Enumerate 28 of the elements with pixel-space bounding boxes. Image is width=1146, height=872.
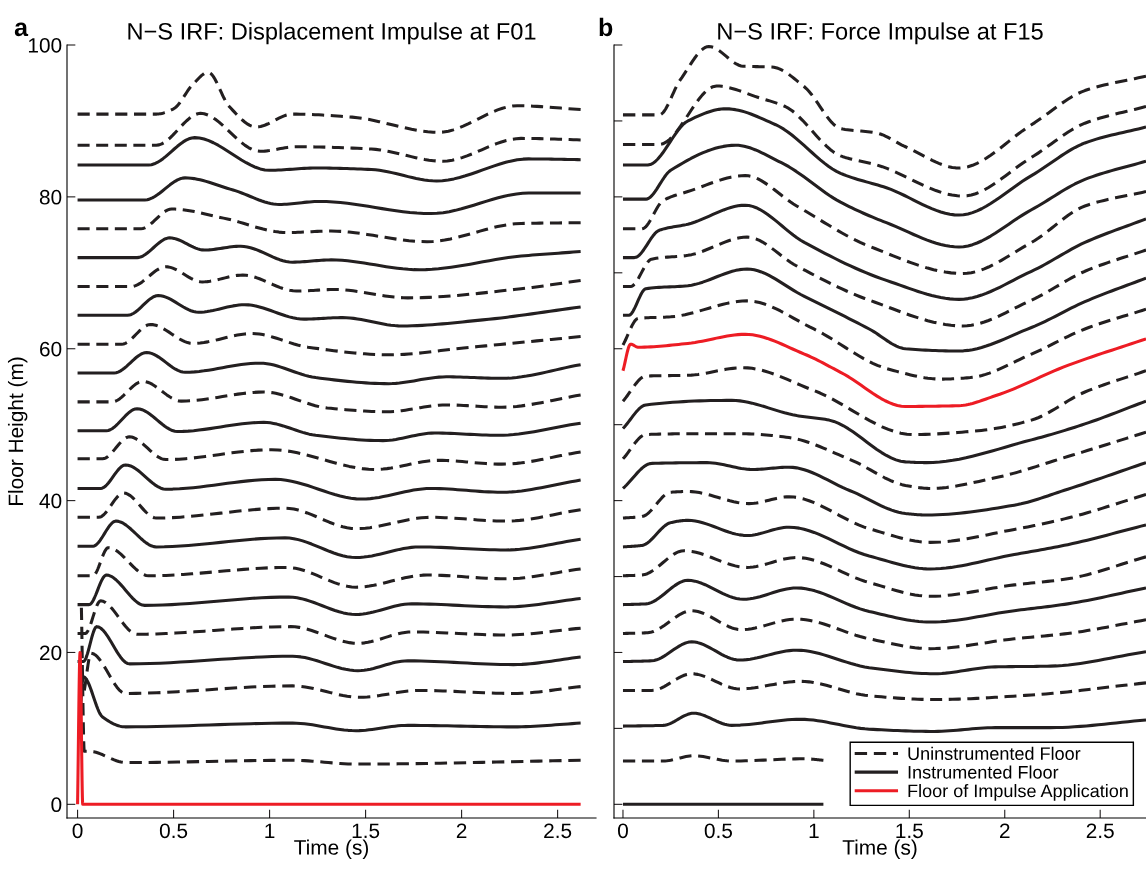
x-axis-title: Time (s)	[842, 839, 917, 859]
x-tick-label: 1	[809, 823, 819, 838]
chart-title: N−S IRF: Displacement Impulse at F01	[128, 22, 536, 45]
chart-title: N−S IRF: Force Impulse at F15	[718, 22, 1043, 45]
y-tick-label: 0	[51, 797, 62, 813]
x-tick-label: 1.5	[896, 823, 923, 839]
x-tick-label: 2.5	[544, 823, 572, 839]
y-axis-title: Floor Height (m)	[7, 357, 28, 506]
x-tick-label: 0	[617, 823, 628, 839]
y-tick-label: 60	[40, 341, 62, 357]
text: b	[599, 17, 613, 37]
x-tick-label: 1	[265, 823, 275, 838]
x-tick-label: 0.5	[159, 823, 188, 839]
x-tick-label: 0.5	[704, 823, 733, 839]
text: a	[14, 22, 29, 37]
x-tick-label: 2.5	[1086, 823, 1114, 839]
legend-label: Uninstrumented Floor	[908, 746, 1081, 761]
x-axis-title: Time (s)	[294, 839, 369, 859]
y-tick-label: 40	[39, 493, 62, 509]
legend-label: Floor of Impulse Application	[908, 784, 1128, 801]
x-tick-label: 0	[72, 823, 83, 839]
legend-label: Instrumented Floor	[908, 765, 1059, 779]
x-tick-label: 1.5	[352, 823, 380, 839]
y-tick-label: 20	[40, 645, 62, 661]
x-tick-label: 2	[1000, 823, 1010, 838]
y-tick-label: 80	[39, 189, 62, 205]
x-tick-label: 2	[456, 823, 467, 838]
y-tick-label: 100	[28, 38, 62, 53]
